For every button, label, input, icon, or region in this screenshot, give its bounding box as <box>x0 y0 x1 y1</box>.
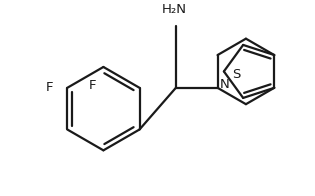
Text: F: F <box>46 81 54 94</box>
Text: S: S <box>232 68 240 81</box>
Text: N: N <box>220 78 229 91</box>
Text: F: F <box>89 79 96 92</box>
Text: H₂N: H₂N <box>161 3 186 16</box>
